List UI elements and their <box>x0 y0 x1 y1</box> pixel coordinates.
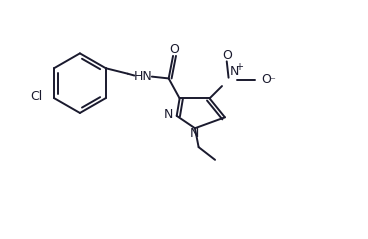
Text: O: O <box>222 49 232 62</box>
Text: +: + <box>235 61 243 71</box>
Text: N: N <box>190 127 199 140</box>
Text: Cl: Cl <box>30 90 42 103</box>
Text: HN: HN <box>134 70 152 83</box>
Text: O: O <box>261 73 271 86</box>
Text: ⁻: ⁻ <box>269 77 275 87</box>
Text: N: N <box>230 65 240 78</box>
Text: O: O <box>170 43 180 56</box>
Text: N: N <box>164 108 173 120</box>
